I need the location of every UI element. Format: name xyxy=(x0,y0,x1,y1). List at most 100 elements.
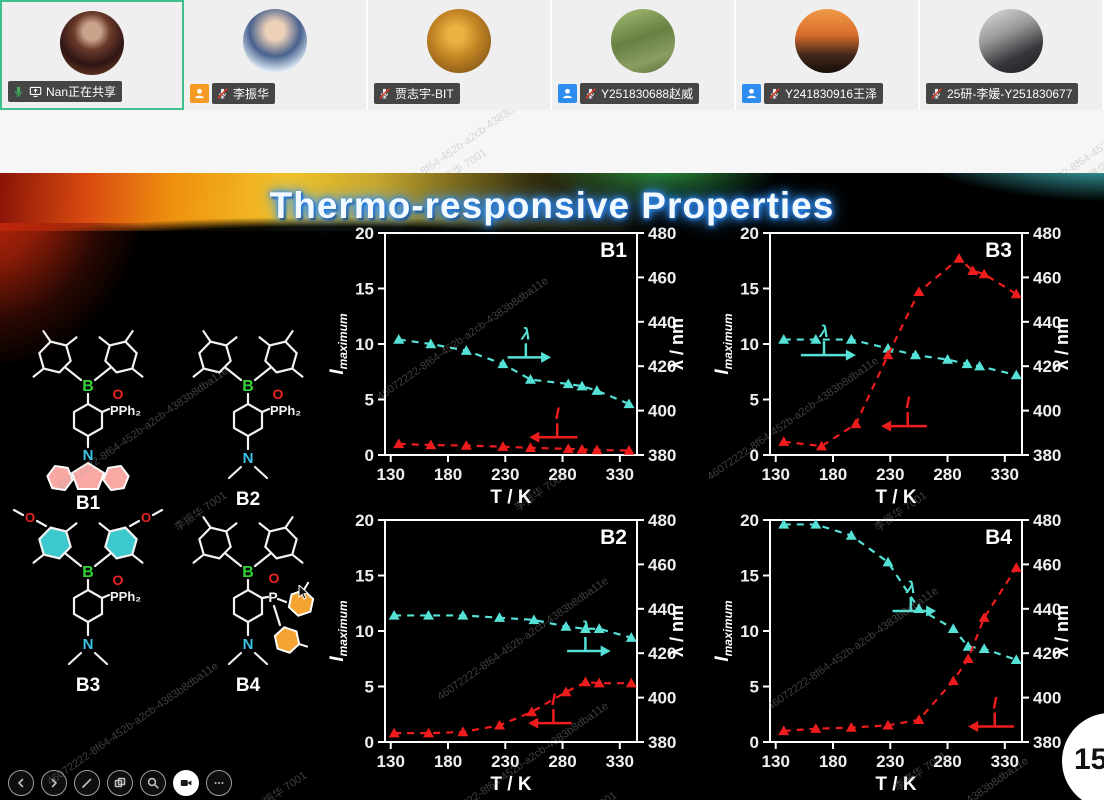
participant-name: 25研-李媛-Y251830677 xyxy=(947,87,1073,101)
svg-text:280: 280 xyxy=(933,465,961,484)
svg-text:400: 400 xyxy=(1033,402,1061,421)
next-slide-button[interactable] xyxy=(41,770,67,796)
svg-text:Imaximum: Imaximum xyxy=(714,600,735,662)
participant-strip: Nan正在共享 xyxy=(0,0,1104,110)
pen-icon xyxy=(82,778,92,788)
more-options-button[interactable] xyxy=(206,770,232,796)
slide-title: Thermo-responsive Properties xyxy=(269,185,835,226)
molecule-caption: B2 xyxy=(236,489,260,510)
mic-on-icon xyxy=(14,86,23,97)
molecule-caption: B3 xyxy=(76,675,100,696)
oxygen-atom-label: O xyxy=(269,570,280,586)
svg-text:180: 180 xyxy=(819,752,847,771)
camera-button[interactable] xyxy=(173,770,199,796)
svg-text:330: 330 xyxy=(991,752,1019,771)
svg-text:400: 400 xyxy=(1033,689,1061,708)
person-icon xyxy=(195,88,204,99)
participant-badge-row: 25研-李媛-Y251830677 xyxy=(926,83,1079,104)
participant-badge-row: Y251830688赵威 xyxy=(558,83,700,104)
svg-text:280: 280 xyxy=(548,752,576,771)
chart-b1: 130 180 230 280 330 0 5 10 15 20 380 400 420 440 460 48… xyxy=(327,221,701,509)
svg-text:380: 380 xyxy=(648,446,676,465)
watermark-text: 46072222-8f64-452b-a2cb-4383b8dba11e xyxy=(375,110,551,173)
slide-overview-button[interactable] xyxy=(107,770,133,796)
svg-text:230: 230 xyxy=(491,752,519,771)
svg-text:15: 15 xyxy=(740,280,759,299)
svg-text:280: 280 xyxy=(933,752,961,771)
participant-badge-row: 贾志宇-BIT xyxy=(374,83,460,104)
chart-svg-B1: 130 180 230 280 330 0 5 10 15 20 380 400 420 440 460 48… xyxy=(327,224,687,508)
svg-text:460: 460 xyxy=(648,555,676,574)
previous-slide-button[interactable] xyxy=(8,770,34,796)
svg-text:380: 380 xyxy=(648,733,676,752)
participant-tile[interactable]: 贾志宇-BIT xyxy=(368,0,552,110)
oxygen-atom-label: O xyxy=(113,572,124,588)
svg-text:400: 400 xyxy=(648,689,676,708)
zoom-button[interactable] xyxy=(140,770,166,796)
tolyl-group xyxy=(272,581,315,654)
participant-name: Nan正在共享 xyxy=(46,85,117,99)
avatar xyxy=(979,9,1043,73)
nitrogen-atom-label: N xyxy=(243,450,254,467)
participant-tile[interactable]: 李振华 xyxy=(184,0,368,110)
participant-name: Y241830916王泽 xyxy=(785,87,878,101)
svg-text:λ / nm: λ / nm xyxy=(1052,318,1072,370)
svg-text:5: 5 xyxy=(750,391,759,410)
chart-svg-B3: 130 180 230 280 330 0 5 10 15 20 380 400 420 440 460 48… xyxy=(712,224,1072,508)
phosphorus-atom-label: P xyxy=(268,589,277,605)
presentation-toolbar xyxy=(8,770,232,796)
page-number: 15 xyxy=(1074,743,1104,776)
svg-text:440: 440 xyxy=(648,600,676,619)
svg-text:B1: B1 xyxy=(600,239,627,262)
watermark-text: 李振华 7001 xyxy=(432,146,490,173)
participant-tile[interactable]: Y251830688赵威 xyxy=(552,0,736,110)
svg-text:420: 420 xyxy=(648,644,676,663)
svg-text:380: 380 xyxy=(1033,446,1061,465)
avatar xyxy=(611,9,675,73)
svg-text:0: 0 xyxy=(365,446,374,465)
role-badge-icon xyxy=(190,84,209,103)
gap-band: 46072222-8f64-452b-a2cb-4383b8dba11e 4607… xyxy=(0,110,1104,173)
svg-text:5: 5 xyxy=(750,678,759,697)
chevron-left-icon xyxy=(18,778,24,788)
avatar xyxy=(427,9,491,73)
phosphine-label: PPh₂ xyxy=(270,403,301,418)
svg-text:330: 330 xyxy=(991,465,1019,484)
svg-text:420: 420 xyxy=(648,357,676,376)
svg-text:420: 420 xyxy=(1033,357,1061,376)
mic-muted-icon xyxy=(931,88,942,99)
person-icon xyxy=(747,88,756,99)
chart-b4: 130 180 230 280 330 0 5 10 15 20 380 400 420 440 460 48… xyxy=(712,508,1086,796)
watermark-text: 46072222-8f64-452b-a2cb-4383b8dba11e xyxy=(1025,110,1104,173)
svg-text:460: 460 xyxy=(648,268,676,287)
name-badge: Nan正在共享 xyxy=(8,81,123,102)
svg-text:0: 0 xyxy=(365,733,374,752)
svg-text:I: I xyxy=(555,404,561,423)
svg-text:I: I xyxy=(551,690,557,709)
svg-text:130: 130 xyxy=(762,752,790,771)
participant-badge-row: 李振华 xyxy=(190,83,276,104)
participant-tile[interactable]: Nan正在共享 xyxy=(0,0,184,110)
svg-text:15: 15 xyxy=(740,567,759,586)
svg-text:20: 20 xyxy=(355,511,374,530)
svg-text:480: 480 xyxy=(648,511,676,530)
svg-text:480: 480 xyxy=(1033,511,1061,530)
svg-text:10: 10 xyxy=(740,622,759,641)
name-badge: 贾志宇-BIT xyxy=(374,83,460,104)
svg-text:0: 0 xyxy=(750,733,759,752)
ellipsis-icon xyxy=(214,782,224,784)
svg-text:230: 230 xyxy=(876,465,904,484)
carbazole-group xyxy=(46,461,130,492)
molecule-b2: B O PPh₂ N B2 xyxy=(170,323,330,511)
avatar xyxy=(60,11,124,75)
svg-text:λ: λ xyxy=(520,324,530,343)
participant-tile[interactable]: 25研-李媛-Y251830677 xyxy=(920,0,1104,110)
svg-text:Imaximum: Imaximum xyxy=(329,313,350,375)
person-icon xyxy=(563,88,572,99)
svg-text:440: 440 xyxy=(1033,600,1061,619)
participant-tile[interactable]: Y241830916王泽 xyxy=(736,0,920,110)
svg-text:5: 5 xyxy=(365,678,374,697)
participant-name: 贾志宇-BIT xyxy=(395,87,454,101)
phosphine-label: PPh₂ xyxy=(110,589,141,604)
annotate-button[interactable] xyxy=(74,770,100,796)
